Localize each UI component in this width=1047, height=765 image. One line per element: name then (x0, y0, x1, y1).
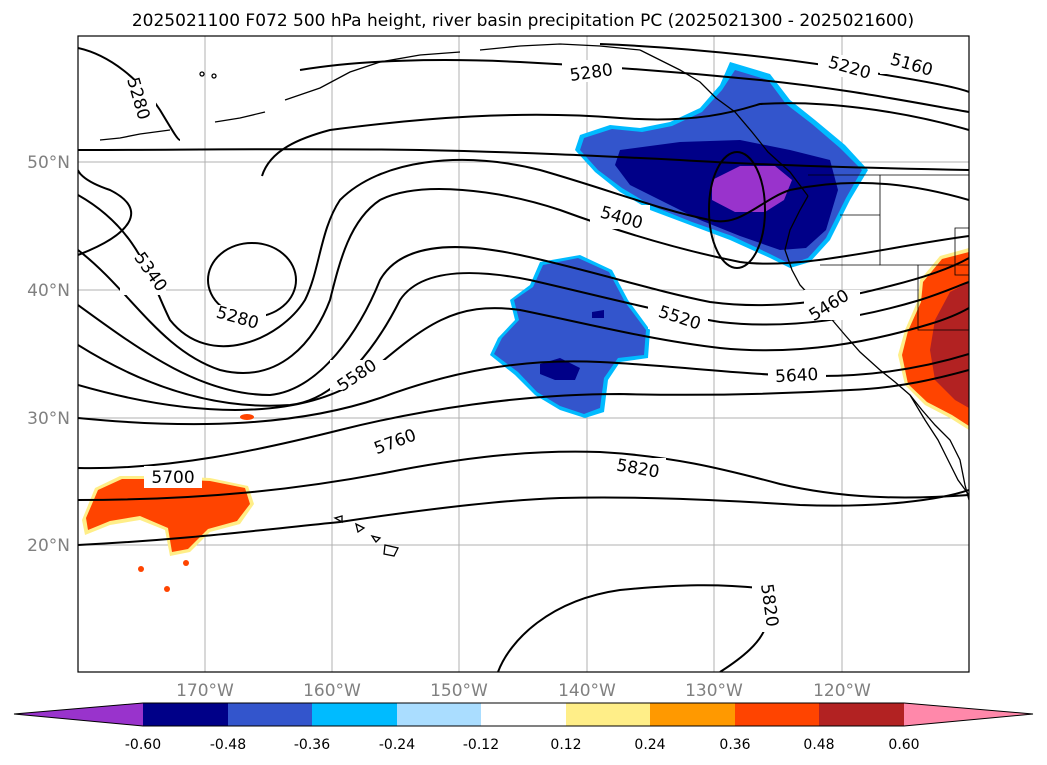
colorbar-label: -0.36 (294, 737, 330, 753)
colorbar-segment (481, 703, 566, 726)
precip-neg-northwest (575, 62, 868, 268)
colorbar: -0.60 -0.48 -0.36 -0.24 -0.12 0.12 0.24 … (13, 702, 1034, 753)
colorbar-label: 0.60 (888, 737, 919, 753)
colorbar-labels: -0.60 -0.48 -0.36 -0.24 -0.12 0.12 0.24 … (125, 737, 920, 753)
colorbar-label: 0.36 (719, 737, 750, 753)
colorbar-segment (650, 703, 735, 726)
colorbar-segment (735, 703, 819, 726)
height-contours (78, 43, 969, 672)
colorbar-segment (312, 703, 397, 726)
colorbar-segment (228, 703, 312, 726)
lon-labels: 170°W 160°W 150°W 140°W 130°W 120°W (176, 681, 871, 701)
lon-label: 150°W (430, 681, 488, 701)
lon-label: 160°W (303, 681, 361, 701)
contour-label: 5700 (151, 468, 194, 488)
colorbar-label: -0.60 (125, 737, 161, 753)
lon-label: 130°W (685, 681, 743, 701)
colorbar-label: 0.24 (634, 737, 665, 753)
map-border (77, 35, 970, 673)
colorbar-segment (397, 703, 481, 726)
colorbar-label: 0.48 (803, 737, 834, 753)
lat-labels: 50°N 40°N 30°N 20°N (27, 153, 70, 556)
lat-label: 30°N (27, 409, 70, 429)
contour-label: 5640 (775, 365, 819, 387)
map-frame (78, 36, 969, 672)
colorbar-segment (143, 703, 228, 726)
colorbar-extend-min (14, 703, 143, 726)
lat-label: 20°N (27, 536, 70, 556)
map-title: 2025021100 F072 500 hPa height, river ba… (132, 11, 914, 31)
lat-label: 50°N (27, 153, 70, 173)
colorbar-extend-max (904, 703, 1033, 726)
colorbar-label: -0.48 (210, 737, 246, 753)
lon-label: 170°W (176, 681, 234, 701)
lon-label: 120°W (813, 681, 871, 701)
borders (808, 174, 969, 331)
precip-neg-central (490, 255, 650, 418)
colorbar-label: -0.24 (379, 737, 415, 753)
colorbar-segment (819, 703, 904, 726)
lon-label: 140°W (558, 681, 616, 701)
colorbar-label: 0.12 (550, 737, 581, 753)
lat-label: 40°N (27, 281, 70, 301)
colorbar-segment (566, 703, 650, 726)
colorbar-label: -0.12 (463, 737, 499, 753)
